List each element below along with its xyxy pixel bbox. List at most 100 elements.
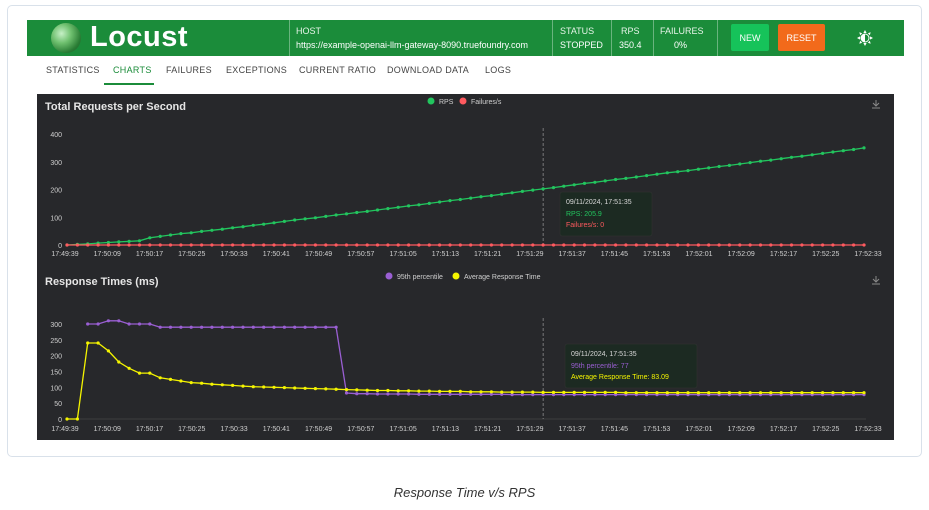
data-point (438, 392, 442, 396)
data-point (386, 392, 390, 396)
data-point (479, 243, 483, 247)
data-point (386, 207, 390, 211)
data-point (117, 243, 121, 247)
tab-exceptions[interactable]: EXCEPTIONS (226, 65, 288, 75)
y-tick-label: 50 (54, 401, 62, 408)
tab-failures[interactable]: FAILURES (166, 65, 212, 75)
charts-svg: Total Requests per Second RPS Failures/s01… (45, 97, 882, 433)
data-point (707, 243, 711, 247)
data-point (334, 213, 338, 217)
tooltip-box (564, 343, 698, 389)
data-point (293, 218, 297, 222)
x-tick-label: 17:51:45 (601, 251, 628, 258)
data-point (272, 385, 276, 389)
legend-label: Failures/s (471, 99, 502, 106)
data-point (520, 189, 524, 193)
new-test-button[interactable]: NEW (731, 24, 769, 51)
data-point (531, 390, 535, 394)
data-point (272, 221, 276, 225)
data-point (189, 243, 193, 247)
data-point (200, 325, 204, 329)
tooltip-line: RPS: 205.9 (566, 211, 602, 218)
data-point (251, 243, 255, 247)
y-tick-label: 150 (50, 370, 62, 377)
data-point (562, 393, 566, 397)
data-point (96, 341, 100, 345)
tab-charts[interactable]: CHARTS (113, 65, 152, 75)
data-point (458, 389, 462, 393)
tab-download-data[interactable]: DOWNLOAD DATA (387, 65, 470, 75)
data-point (469, 243, 473, 247)
legend-marker (452, 272, 460, 280)
data-point (572, 393, 576, 397)
data-point (210, 243, 214, 247)
data-point (614, 390, 618, 394)
download-icon (872, 100, 880, 109)
data-point (344, 212, 349, 216)
x-tick-label: 17:51:05 (389, 426, 416, 433)
tab-statistics[interactable]: STATISTICS (46, 65, 100, 75)
x-tick-label: 17:52:33 (854, 426, 881, 433)
data-point (800, 243, 804, 247)
data-point (396, 243, 400, 247)
data-point (738, 243, 742, 247)
tooltip-line: 95th percentile: 77 (571, 363, 629, 370)
data-point (396, 392, 400, 396)
data-point (810, 391, 814, 395)
data-point (86, 341, 90, 345)
tab-logs[interactable]: LOGS (485, 65, 512, 75)
data-point (448, 389, 452, 393)
data-point (127, 243, 131, 247)
data-point (665, 391, 669, 395)
data-point (375, 388, 380, 393)
data-point (624, 176, 628, 180)
data-point (241, 243, 245, 247)
data-point (551, 243, 556, 247)
rps-label: RPS (621, 26, 640, 36)
data-point (582, 243, 587, 247)
data-point (251, 385, 255, 389)
x-tick-label: 17:51:37 (559, 251, 586, 258)
theme-toggle-icon[interactable] (856, 29, 874, 47)
data-point (75, 417, 79, 421)
data-point (251, 325, 255, 329)
data-point (810, 243, 814, 247)
data-point (303, 386, 307, 390)
data-point (334, 243, 338, 247)
x-tick-label: 17:50:49 (305, 426, 332, 433)
legend-label: Average Response Time (464, 274, 541, 281)
data-point (313, 216, 317, 220)
data-point (789, 155, 794, 159)
figure-caption: Response Time v/s RPS (393, 485, 536, 500)
data-point (469, 392, 473, 396)
top-navbar: Locust HOST https://example-openai-llm-g… (27, 20, 904, 56)
chart-title: Response Times (ms) (45, 276, 159, 288)
data-point (168, 377, 173, 381)
data-point (210, 228, 214, 232)
data-point (324, 387, 328, 391)
data-point (831, 243, 835, 247)
tooltip-line: Average Response Time: 83.09 (571, 374, 669, 381)
locust-window: Locust HOST https://example-openai-llm-g… (27, 20, 904, 440)
tab-current-ratio[interactable]: CURRENT RATIO (299, 65, 377, 75)
data-point (324, 325, 328, 329)
x-tick-label: 17:52:17 (770, 426, 797, 433)
y-tick-label: 300 (50, 160, 62, 167)
data-point (324, 214, 328, 218)
reset-stats-button[interactable]: RESET (778, 24, 825, 51)
data-point (603, 390, 607, 394)
separator (717, 20, 718, 56)
data-point (562, 184, 566, 188)
data-point (65, 243, 69, 247)
data-point (417, 203, 421, 207)
data-point (106, 243, 110, 247)
data-point (852, 391, 856, 395)
legend-marker (459, 97, 467, 105)
x-tick-label: 17:52:33 (854, 251, 881, 258)
data-point (272, 243, 276, 247)
data-point (603, 393, 607, 397)
y-tick-label: 0 (58, 417, 62, 424)
x-tick-label: 17:50:17 (136, 251, 163, 258)
data-point (241, 325, 245, 329)
data-point (407, 243, 411, 247)
